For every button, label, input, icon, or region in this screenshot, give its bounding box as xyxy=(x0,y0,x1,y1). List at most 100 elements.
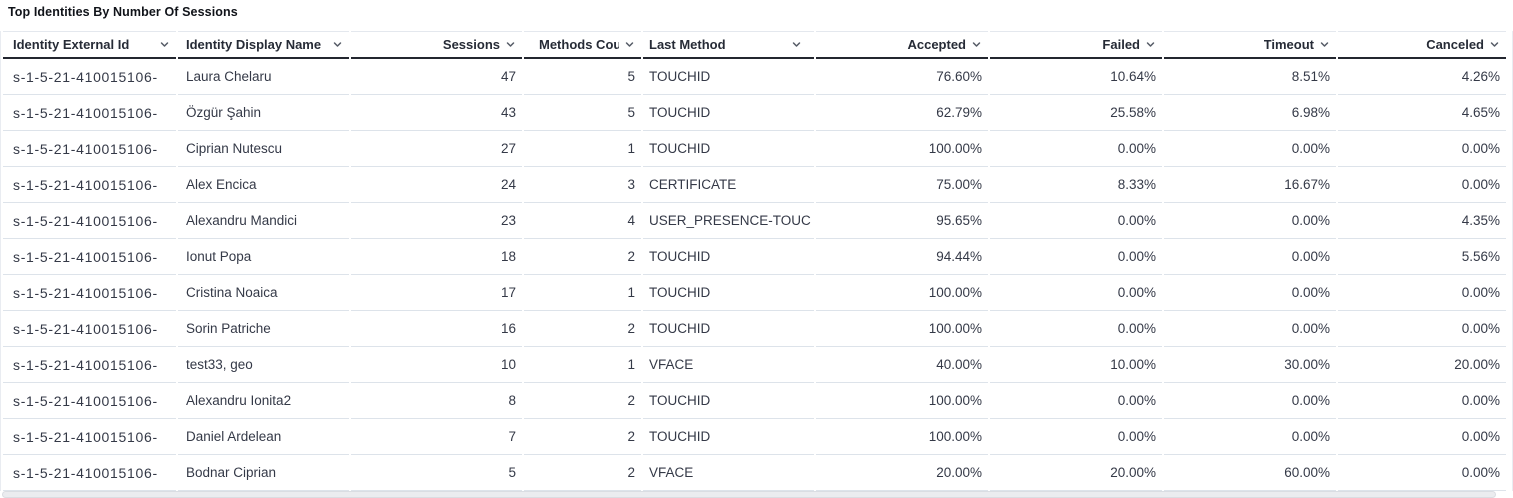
cell-last_method: TOUCHID xyxy=(643,311,814,347)
cell-last_method: TOUCHID xyxy=(643,131,814,167)
table-row: s-1-5-21-410015106- Alexandru Ionita2 8 2 TO… xyxy=(3,383,1506,419)
cell-failed: 0.00% xyxy=(990,203,1162,239)
cell-last_method: USER_PRESENCE-TOUC xyxy=(643,203,814,239)
cell-canceled: 0.00% xyxy=(1338,275,1506,311)
cell-external_id: s-1-5-21-410015106- xyxy=(3,131,176,167)
cell-timeout: 0.00% xyxy=(1164,239,1336,275)
cell-last_method: TOUCHID xyxy=(643,59,814,95)
cell-methods_count: 2 xyxy=(524,455,641,491)
column-header-external_id[interactable]: Identity External Id xyxy=(3,31,176,59)
column-label: Failed xyxy=(1102,37,1140,52)
header-row: Identity External Id Identity Display Nam… xyxy=(3,31,1506,59)
cell-sessions: 16 xyxy=(351,311,522,347)
cell-timeout: 0.00% xyxy=(1164,311,1336,347)
cell-failed: 10.00% xyxy=(990,347,1162,383)
cell-canceled: 4.26% xyxy=(1338,59,1506,95)
cell-sessions: 47 xyxy=(351,59,522,95)
cell-failed: 10.64% xyxy=(990,59,1162,95)
cell-last_method: TOUCHID xyxy=(643,275,814,311)
cell-failed: 0.00% xyxy=(990,383,1162,419)
cell-display_name: Özgür Şahin xyxy=(178,95,349,131)
column-header-failed[interactable]: Failed xyxy=(990,31,1162,59)
cell-accepted: 20.00% xyxy=(816,455,988,491)
table-row: s-1-5-21-410015106- Daniel Ardelean 7 2 TOUC… xyxy=(3,419,1506,455)
cell-last_method: TOUCHID xyxy=(643,383,814,419)
cell-canceled: 5.56% xyxy=(1338,239,1506,275)
chevron-down-icon[interactable] xyxy=(624,39,635,50)
chevron-down-icon[interactable] xyxy=(971,39,982,50)
table-row: s-1-5-21-410015106- Özgür Şahin 43 5 TOUCHID… xyxy=(3,95,1506,131)
table-row: s-1-5-21-410015106- Laura Chelaru 47 5 TOUCH… xyxy=(3,59,1506,95)
cell-last_method: TOUCHID xyxy=(643,95,814,131)
cell-timeout: 0.00% xyxy=(1164,419,1336,455)
cell-sessions: 27 xyxy=(351,131,522,167)
cell-sessions: 7 xyxy=(351,419,522,455)
cell-last_method: TOUCHID xyxy=(643,239,814,275)
cell-accepted: 76.60% xyxy=(816,59,988,95)
cell-external_id: s-1-5-21-410015106- xyxy=(3,311,176,347)
chevron-down-icon[interactable] xyxy=(159,39,170,50)
cell-accepted: 94.44% xyxy=(816,239,988,275)
table-row: s-1-5-21-410015106- Alex Encica 24 3 CERTIFI… xyxy=(3,167,1506,203)
chevron-down-icon[interactable] xyxy=(791,39,802,50)
cell-external_id: s-1-5-21-410015106- xyxy=(3,383,176,419)
column-label: Canceled xyxy=(1426,37,1484,52)
cell-canceled: 0.00% xyxy=(1338,383,1506,419)
cell-canceled: 0.00% xyxy=(1338,311,1506,347)
table-row: s-1-5-21-410015106- Ionut Popa 18 2 TOUCHID 9… xyxy=(3,239,1506,275)
cell-external_id: s-1-5-21-410015106- xyxy=(3,167,176,203)
cell-display_name: Alex Encica xyxy=(178,167,349,203)
cell-display_name: Daniel Ardelean xyxy=(178,419,349,455)
chevron-down-icon[interactable] xyxy=(1489,39,1500,50)
column-header-timeout[interactable]: Timeout xyxy=(1164,31,1336,59)
column-header-accepted[interactable]: Accepted xyxy=(816,31,988,59)
cell-failed: 0.00% xyxy=(990,311,1162,347)
cell-display_name: Sorin Patriche xyxy=(178,311,349,347)
cell-accepted: 62.79% xyxy=(816,95,988,131)
identities-table: Identity External Id Identity Display Nam… xyxy=(1,31,1508,491)
cell-methods_count: 2 xyxy=(524,383,641,419)
chevron-down-icon[interactable] xyxy=(332,39,343,50)
cell-external_id: s-1-5-21-410015106- xyxy=(3,95,176,131)
cell-display_name: Ciprian Nutescu xyxy=(178,131,349,167)
cell-accepted: 95.65% xyxy=(816,203,988,239)
cell-failed: 0.00% xyxy=(990,419,1162,455)
cell-methods_count: 2 xyxy=(524,419,641,455)
cell-timeout: 30.00% xyxy=(1164,347,1336,383)
cell-failed: 0.00% xyxy=(990,131,1162,167)
cell-failed: 0.00% xyxy=(990,239,1162,275)
column-label: Identity External Id xyxy=(13,37,130,52)
column-label: Timeout xyxy=(1263,37,1314,52)
cell-methods_count: 2 xyxy=(524,311,641,347)
cell-sessions: 17 xyxy=(351,275,522,311)
cell-sessions: 10 xyxy=(351,347,522,383)
identities-table-wrap: Identity External Id Identity Display Nam… xyxy=(0,31,1513,491)
cell-timeout: 0.00% xyxy=(1164,383,1336,419)
column-header-display_name[interactable]: Identity Display Name xyxy=(178,31,349,59)
cell-last_method: VFACE xyxy=(643,347,814,383)
cell-sessions: 18 xyxy=(351,239,522,275)
cell-display_name: Cristina Noaica xyxy=(178,275,349,311)
cell-failed: 0.00% xyxy=(990,275,1162,311)
cell-display_name: Alexandru Ionita2 xyxy=(178,383,349,419)
cell-accepted: 100.00% xyxy=(816,275,988,311)
panel-title: Top Identities By Number Of Sessions xyxy=(8,5,238,19)
column-header-last_method[interactable]: Last Method xyxy=(643,31,814,59)
column-header-methods_count[interactable]: Methods Count xyxy=(524,31,641,59)
cell-methods_count: 1 xyxy=(524,347,641,383)
cell-methods_count: 2 xyxy=(524,239,641,275)
chevron-down-icon[interactable] xyxy=(505,39,516,50)
chevron-down-icon[interactable] xyxy=(1319,39,1330,50)
cell-canceled: 0.00% xyxy=(1338,131,1506,167)
chevron-down-icon[interactable] xyxy=(1145,39,1156,50)
cell-timeout: 0.00% xyxy=(1164,131,1336,167)
cell-failed: 25.58% xyxy=(990,95,1162,131)
column-label: Accepted xyxy=(907,37,966,52)
column-header-canceled[interactable]: Canceled xyxy=(1338,31,1506,59)
column-header-sessions[interactable]: Sessions xyxy=(351,31,522,59)
cell-display_name: Alexandru Mandici xyxy=(178,203,349,239)
horizontal-scrollbar[interactable] xyxy=(2,491,1496,498)
cell-canceled: 20.00% xyxy=(1338,347,1506,383)
cell-failed: 20.00% xyxy=(990,455,1162,491)
